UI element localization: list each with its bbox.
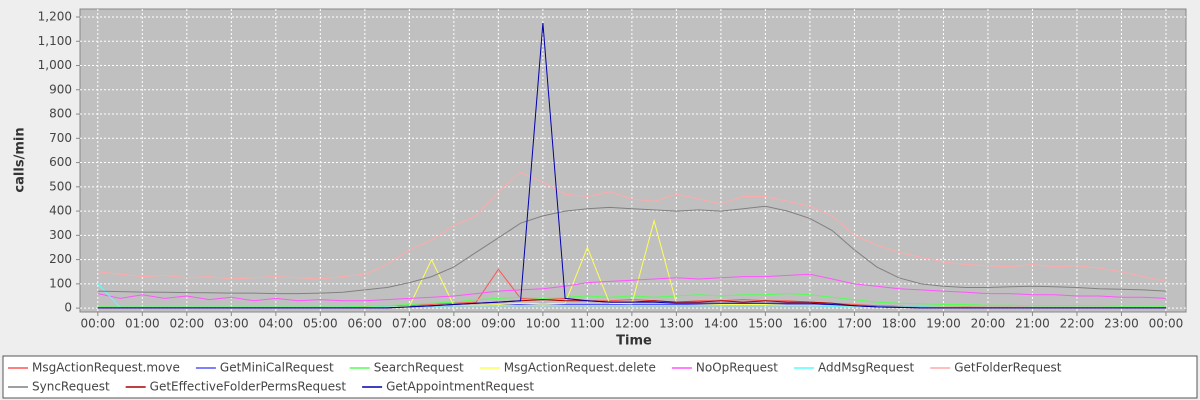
x-tick-label: 13:00 xyxy=(659,317,694,331)
legend-label: GetAppointmentRequest xyxy=(386,380,534,394)
x-tick-label: 09:00 xyxy=(481,317,516,331)
x-tick-label: 06:00 xyxy=(348,317,383,331)
x-tick-label: 15:00 xyxy=(748,317,783,331)
x-tick-label: 21:00 xyxy=(1015,317,1050,331)
y-tick-label: 100 xyxy=(49,276,72,290)
legend-item: SearchRequest xyxy=(349,361,464,375)
legend-item: SyncRequest xyxy=(8,380,110,394)
y-tick-label: 300 xyxy=(49,228,72,242)
series-line xyxy=(97,205,1167,295)
x-tick-label: 04:00 xyxy=(259,317,294,331)
legend-item: GetAppointmentRequest xyxy=(362,380,534,394)
y-tick-label: 1,000 xyxy=(38,58,72,72)
legend-item: AddMsgRequest xyxy=(794,361,914,375)
x-tick-label: 05:00 xyxy=(303,317,338,331)
legend-item: GetEffectiveFolderPermsRequest xyxy=(125,380,347,394)
y-tick-label: 600 xyxy=(49,155,72,169)
series-line xyxy=(97,171,1167,282)
x-tick-label: 12:00 xyxy=(615,317,650,331)
x-tick-label: 01:00 xyxy=(125,317,160,331)
x-tick-label: 02:00 xyxy=(170,317,205,331)
x-tick-label: 00:00 xyxy=(81,317,116,331)
x-axis-title: Time xyxy=(616,334,652,349)
x-tick-label: 22:00 xyxy=(1060,317,1095,331)
x-tick-label: 16:00 xyxy=(793,317,828,331)
legend-label: GetEffectiveFolderPermsRequest xyxy=(150,380,347,394)
plot-area xyxy=(79,8,1187,313)
legend-label: NoOpRequest xyxy=(696,361,778,375)
y-tick-label: 900 xyxy=(49,82,72,96)
legend-item: MsgActionRequest.delete xyxy=(479,361,656,375)
x-tick-label: 23:00 xyxy=(1104,317,1139,331)
x-tick-label: 08:00 xyxy=(437,317,472,331)
x-tick-label: 14:00 xyxy=(704,317,739,331)
y-tick-label: 0 xyxy=(64,301,72,315)
y-tick-label: 1,100 xyxy=(38,34,72,48)
x-tick-label: 07:00 xyxy=(392,317,427,331)
x-tick-label: 11:00 xyxy=(570,317,605,331)
x-tick-label: 20:00 xyxy=(971,317,1006,331)
legend-item: GetMiniCalRequest xyxy=(195,361,334,375)
series-line xyxy=(97,273,1167,302)
x-tick-label: 19:00 xyxy=(926,317,961,331)
y-tick-label: 200 xyxy=(49,252,72,266)
legend-label: GetMiniCalRequest xyxy=(220,361,334,375)
legend-label: GetFolderRequest xyxy=(954,361,1062,375)
y-tick-label: 700 xyxy=(49,131,72,145)
y-tick-label: 800 xyxy=(49,107,72,121)
x-tick-label: 17:00 xyxy=(837,317,872,331)
x-tick-label: 00:00 xyxy=(1149,317,1184,331)
legend-box xyxy=(2,355,1198,399)
y-tick-label: 500 xyxy=(49,179,72,193)
legend-label: SyncRequest xyxy=(32,380,110,394)
x-tick-label: 18:00 xyxy=(882,317,917,331)
legend-item: NoOpRequest xyxy=(671,361,778,375)
y-axis-title: calls/min xyxy=(13,127,28,192)
legend-label: SearchRequest xyxy=(374,361,464,375)
series-line xyxy=(97,23,1166,309)
legend-label: MsgActionRequest.move xyxy=(32,361,180,375)
plot-layer: 0 100 200 300 400 500 600 700 800 900 1,000 1,100 1,… xyxy=(38,9,1186,331)
x-tick-label: 10:00 xyxy=(526,317,561,331)
legend-item: MsgActionRequest.move xyxy=(8,361,180,375)
legend-label: AddMsgRequest xyxy=(818,361,914,375)
y-tick-label: 400 xyxy=(49,204,72,218)
y-tick-label: 1,200 xyxy=(38,10,72,24)
legend-item: GetFolderRequest xyxy=(930,361,1062,375)
legend-label: MsgActionRequest.delete xyxy=(504,361,656,375)
x-tick-label: 03:00 xyxy=(214,317,249,331)
